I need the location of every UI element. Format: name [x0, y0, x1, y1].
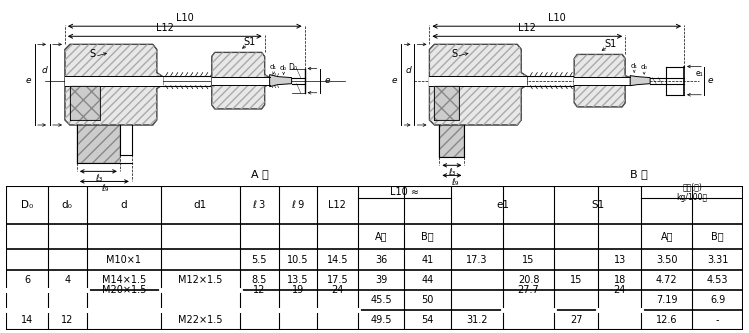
Text: 31.2: 31.2 — [466, 315, 488, 325]
Text: M10×1: M10×1 — [106, 254, 142, 264]
Text: 8.5: 8.5 — [252, 274, 267, 285]
Text: ℓ₃: ℓ₃ — [94, 174, 102, 183]
Text: 19: 19 — [292, 285, 304, 295]
Text: 39: 39 — [374, 274, 387, 285]
Text: 50: 50 — [422, 295, 434, 305]
Text: 4: 4 — [64, 274, 70, 285]
Text: 24: 24 — [331, 285, 344, 295]
Text: 3.50: 3.50 — [656, 254, 678, 264]
Polygon shape — [212, 52, 270, 109]
Text: L12: L12 — [329, 200, 346, 210]
Text: 10.5: 10.5 — [287, 254, 309, 264]
Text: 4.53: 4.53 — [707, 274, 728, 285]
Text: 36: 36 — [374, 254, 387, 264]
Polygon shape — [270, 75, 291, 87]
Text: D₀: D₀ — [288, 63, 297, 72]
Text: ℓ₉: ℓ₉ — [100, 184, 108, 193]
Text: S1: S1 — [591, 200, 604, 210]
Text: 27.7: 27.7 — [518, 285, 539, 295]
Text: ℓ 3: ℓ 3 — [252, 200, 266, 210]
Polygon shape — [630, 76, 650, 86]
Text: 4.72: 4.72 — [656, 274, 678, 285]
Text: 17.3: 17.3 — [466, 254, 488, 264]
Text: d₁: d₁ — [631, 63, 637, 69]
Text: 14: 14 — [21, 315, 33, 325]
Text: M22×1.5: M22×1.5 — [178, 315, 222, 325]
Text: A型: A型 — [661, 231, 673, 242]
Text: 20.8: 20.8 — [518, 274, 539, 285]
Text: S: S — [452, 49, 458, 59]
Text: 27: 27 — [570, 315, 582, 325]
Text: e: e — [324, 76, 330, 85]
Text: M12×1.5: M12×1.5 — [178, 274, 222, 285]
Text: 12: 12 — [253, 285, 265, 295]
Text: 6.9: 6.9 — [710, 295, 725, 305]
Polygon shape — [65, 44, 163, 125]
Text: 17.5: 17.5 — [327, 274, 348, 285]
Polygon shape — [574, 54, 630, 107]
Text: B 型: B 型 — [630, 169, 648, 179]
Text: 45.5: 45.5 — [370, 295, 392, 305]
Text: e1: e1 — [496, 200, 509, 210]
Text: d: d — [41, 66, 47, 75]
Text: d₀: d₀ — [640, 64, 648, 70]
Text: S: S — [90, 49, 96, 59]
Text: M20×1.5: M20×1.5 — [102, 285, 146, 295]
Text: 12: 12 — [61, 315, 73, 325]
Text: L12: L12 — [518, 23, 536, 33]
Text: 18: 18 — [613, 274, 625, 285]
Text: M14×1.5: M14×1.5 — [102, 274, 146, 285]
Text: e: e — [392, 76, 398, 85]
Text: 14.5: 14.5 — [327, 254, 348, 264]
Text: 49.5: 49.5 — [370, 315, 392, 325]
Text: 54: 54 — [422, 315, 434, 325]
Text: L10: L10 — [548, 13, 565, 23]
Text: B型: B型 — [712, 231, 724, 242]
Text: d: d — [406, 66, 411, 75]
Text: A型: A型 — [374, 231, 387, 242]
Text: S1: S1 — [604, 39, 616, 49]
Text: d₀: d₀ — [62, 200, 73, 210]
Text: 12.6: 12.6 — [656, 315, 678, 325]
Text: 13: 13 — [613, 254, 625, 264]
Text: 41: 41 — [422, 254, 434, 264]
Text: L10 ≈: L10 ≈ — [389, 187, 419, 197]
Text: B型: B型 — [422, 231, 434, 242]
Text: 13.5: 13.5 — [287, 274, 309, 285]
Text: D₀: D₀ — [21, 200, 33, 210]
Text: 44: 44 — [422, 274, 434, 285]
Text: L10: L10 — [176, 13, 194, 23]
Text: 5.5: 5.5 — [252, 254, 267, 264]
Text: 24: 24 — [613, 285, 626, 295]
Text: 3.31: 3.31 — [707, 254, 728, 264]
Text: L12: L12 — [156, 23, 174, 33]
Text: d1: d1 — [194, 200, 207, 210]
Text: ℓ₃: ℓ₃ — [448, 168, 455, 177]
Text: e₁: e₁ — [696, 69, 704, 78]
Text: e: e — [708, 76, 714, 85]
Text: d₁: d₁ — [270, 64, 277, 70]
Text: e: e — [25, 76, 31, 85]
Text: 7.19: 7.19 — [656, 295, 678, 305]
Text: ℓ₉: ℓ₉ — [451, 178, 458, 187]
Text: 重量(钢)
kg/100件: 重量(钢) kg/100件 — [676, 182, 708, 202]
Text: 15: 15 — [522, 254, 535, 264]
Text: d: d — [121, 200, 127, 210]
Text: A 型: A 型 — [251, 169, 269, 179]
Text: 6: 6 — [24, 274, 30, 285]
Text: S1: S1 — [243, 37, 256, 47]
Text: 15: 15 — [570, 274, 582, 285]
Text: ℓ 9: ℓ 9 — [291, 200, 305, 210]
Polygon shape — [429, 44, 527, 125]
Text: d₀: d₀ — [280, 65, 287, 71]
Text: -: - — [716, 315, 719, 325]
